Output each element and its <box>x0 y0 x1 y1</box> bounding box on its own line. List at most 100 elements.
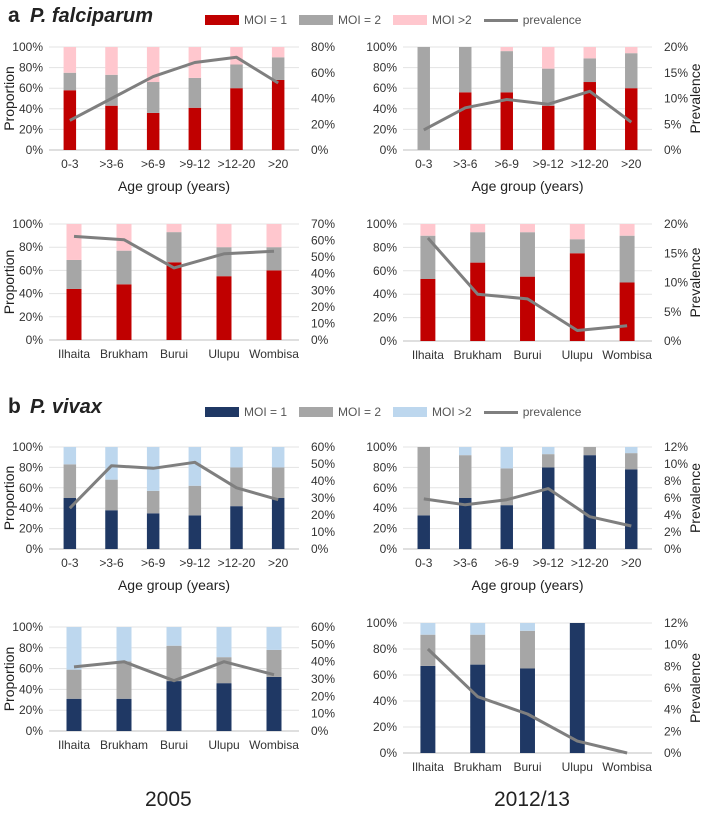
b-village-2005-y2tick-label: 30% <box>311 672 335 686</box>
legend-b-label-moi3: MOI >2 <box>432 405 472 419</box>
a-age-2012-bar-s3-5 <box>625 47 638 54</box>
legend-b-swatch-moi2 <box>299 407 334 417</box>
b-age-2005-y2tick-label: 40% <box>311 474 335 488</box>
b-age-2012-bar-s3-1 <box>459 447 472 456</box>
a-village-2012-ytick-label: 100% <box>366 217 397 231</box>
a-age-2012-bar-s2-2 <box>500 51 513 93</box>
b-village-2012-ytick-label: 20% <box>373 720 397 734</box>
b-village-2005-bar-s3-0 <box>66 627 82 670</box>
a-age-2005-bar-s1-2 <box>146 112 160 150</box>
a-village-2005-ytick-label: 20% <box>19 310 43 324</box>
a-age-2005-y2tick-label: 0% <box>311 143 329 157</box>
a-age-2005-xtick-label: >20 <box>268 157 289 171</box>
b-age-2012-bar-s3-5 <box>625 447 638 454</box>
b-age-2012-ytick-label: 20% <box>373 522 397 536</box>
b-age-2005-y2tick-label: 20% <box>311 508 335 522</box>
b-village-2005-ytick-label: 80% <box>19 641 43 655</box>
a-age-2005-bar-s1-5 <box>271 79 285 150</box>
a-age-2012-ytick-label: 80% <box>373 61 397 75</box>
legend-b-swatch-moi1 <box>205 407 239 417</box>
a-village-2012-bar-s3-4 <box>619 224 635 236</box>
b-village-2012-y2tick-label: 10% <box>664 638 688 652</box>
a-age-2005-bar-s3-4 <box>230 47 243 65</box>
a-village-2005-bar-s3-4 <box>266 224 282 248</box>
legend-a-label-moi2: MOI = 2 <box>338 13 382 27</box>
legend-b-item-moi3: MOI >2 <box>393 405 472 419</box>
a-age-2012-ytick-label: 0% <box>380 143 398 157</box>
a-age-2012-xtick-label: >6-9 <box>495 157 520 171</box>
a-village-2005-xtick-label: Burui <box>160 347 188 361</box>
b-village-2012-y2tick-label: 0% <box>664 746 682 760</box>
a-age-2012-bar-s1-1 <box>459 92 472 150</box>
legend-a: MOI = 1 MOI = 2 MOI >2 prevalence <box>205 13 593 27</box>
a-age-2005-y2tick-label: 40% <box>311 92 335 106</box>
a-village-2012-y2tick-label: 20% <box>664 217 688 231</box>
a-village-2005-y2tick-label: 50% <box>311 250 335 264</box>
b-age-2005-bar-s3-5 <box>271 447 285 468</box>
b-age-2005-xtick-label: >6-9 <box>141 556 166 570</box>
a-age-2005-bar-s1-4 <box>230 88 243 150</box>
a-village-2012-ytick-label: 80% <box>373 240 397 254</box>
b-village-2005-y2tick-label: 0% <box>311 724 329 738</box>
b-age-2005-xtick-label: 0-3 <box>61 556 79 570</box>
b-age-2005-ytick-label: 100% <box>12 440 43 454</box>
b-village-2012-ytick-label: 0% <box>380 746 398 760</box>
a-age-2005-xtick-label: >3-6 <box>99 157 124 171</box>
b-village-2012-bar-s2-2 <box>520 630 535 669</box>
b-village-2005-bar-s3-3 <box>216 627 232 658</box>
a-village-2005-y2tick-label: 10% <box>311 316 335 330</box>
b-age-2005-prevalence-line <box>68 460 279 510</box>
a-village-2012-bar-s2-0 <box>420 235 436 279</box>
b-village-2012-bar-s1-0 <box>420 665 436 753</box>
b-age-2005-ytick-label: 40% <box>19 501 43 515</box>
a-age-2012-y2label: Prevalence <box>687 63 703 133</box>
b-age-2012-xtick-label: >9-12 <box>533 556 564 570</box>
b-village-2012-bar-s2-1 <box>470 634 486 665</box>
b-village-2012-ytick-label: 40% <box>373 694 397 708</box>
b-village-2012-y2tick-label: 2% <box>664 724 682 738</box>
panel-a-species: P. falciparum <box>30 5 154 27</box>
a-village-2005-xtick-label: Ulupu <box>208 347 239 361</box>
a-village-2005-bar-s2-4 <box>266 247 282 271</box>
a-village-2005-bar-s3-2 <box>166 224 182 233</box>
a-village-2005-y2tick-label: 70% <box>311 217 335 231</box>
legend-a-item-moi3: MOI >2 <box>393 13 472 27</box>
b-age-2012-ytick-label: 100% <box>366 440 397 454</box>
b-village-2012-bar-s3-0 <box>420 623 436 635</box>
a-village-2012-xtick-label: Ilhaita <box>412 348 444 362</box>
b-village-2005-xtick-label: Wombisa <box>249 738 299 752</box>
a-village-2005-ytick-label: 40% <box>19 287 43 301</box>
b-village-2005-y2tick-label: 20% <box>311 689 335 703</box>
legend-b-item-moi2: MOI = 2 <box>299 405 381 419</box>
b-age-2012-y2tick-label: 2% <box>664 525 682 539</box>
a-age-2005-bar-s2-0 <box>63 72 77 91</box>
a-age-2005-bar-s2-2 <box>146 82 160 113</box>
b-village-2005-bar-s3-1 <box>116 627 132 662</box>
a-village-2012-bar-s3-2 <box>520 224 535 233</box>
b-age-2012-bar-s2-1 <box>459 455 472 498</box>
b-age-2005-xtick-label: >20 <box>268 556 289 570</box>
a-age-2012-xtick-label: >3-6 <box>453 157 478 171</box>
a-age-2012-ytick-label: 20% <box>373 122 397 136</box>
b-village-2012-bar-s1-1 <box>470 664 486 753</box>
b-village-2012-ytick-label: 80% <box>373 642 397 656</box>
legend-a-line-prev <box>483 18 518 22</box>
b-age-2012-ytick-label: 80% <box>373 460 397 474</box>
b-age-2012-bar-s3-2 <box>500 447 513 469</box>
a-village-2012-ytick-label: 40% <box>373 287 397 301</box>
a-village-2005-ytick-label: 80% <box>19 240 43 254</box>
a-age-2005-ytick-label: 20% <box>19 122 43 136</box>
legend-a-label-moi1: MOI = 1 <box>244 13 288 27</box>
b-village-2005-xtick-label: Ilhaita <box>58 738 90 752</box>
a-age-2005-prevalence-line <box>69 55 279 122</box>
a-village-2012-bar-s1-2 <box>520 276 535 341</box>
a-village-2012-xtick-label: Ulupu <box>562 348 593 362</box>
a-village-2005-bar-s1-3 <box>216 276 232 340</box>
b-age-2012-bar-s2-5 <box>625 453 638 470</box>
b-village-2005-ylabel: Proportion <box>1 647 17 712</box>
a-village-2012-prevalence-line <box>426 237 628 332</box>
b-village-2005-bar-s1-0 <box>66 698 82 731</box>
b-village-2012-bar-s1-3 <box>569 623 585 753</box>
b-age-2012-xtick-label: >6-9 <box>495 556 520 570</box>
legend-a-label-prev: prevalence <box>522 13 582 27</box>
